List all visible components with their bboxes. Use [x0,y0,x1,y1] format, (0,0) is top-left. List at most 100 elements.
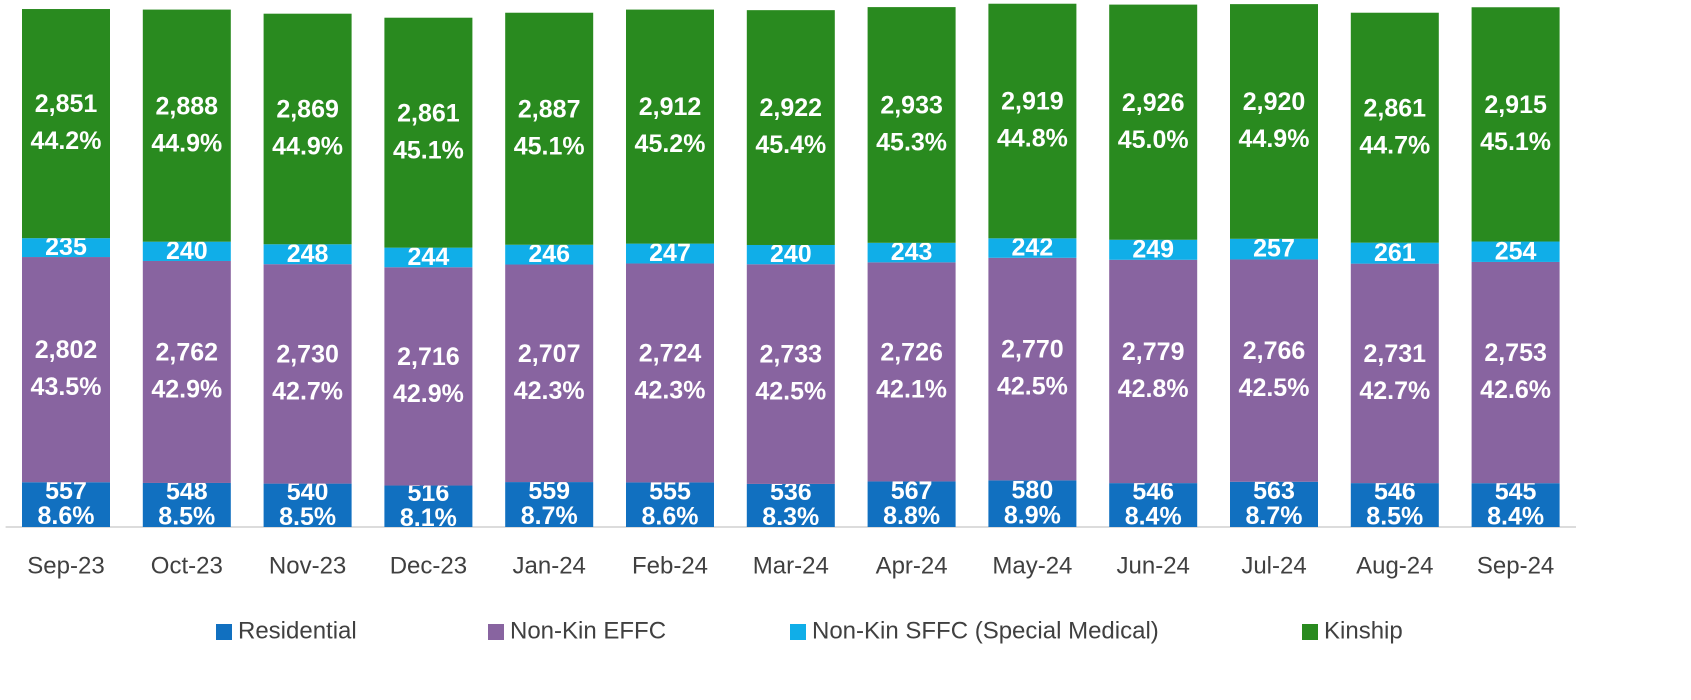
bar-segment [746,244,835,265]
bar-segment [988,3,1077,239]
legend-label: Residential [238,617,357,644]
share-label: 42.3% [635,377,706,405]
bar-segment [384,247,473,268]
value-label: 2,770 [1001,336,1064,364]
value-label: 2,726 [880,338,943,366]
share-label: 42.1% [876,375,947,403]
bar-segment [142,241,231,261]
bar-segment [22,9,110,239]
share-label: 8.7% [521,502,578,530]
value-label: 247 [649,239,691,267]
share-label: 44.8% [997,125,1068,153]
value-label: 2,888 [156,92,219,120]
x-tick-label: Mar-24 [753,552,829,579]
share-label: 45.0% [1118,126,1189,154]
value-label: 2,851 [35,90,98,118]
bar-segment [22,238,110,258]
share-label: 44.2% [31,127,102,155]
share-label: 42.8% [1118,375,1189,403]
bar-segment [142,260,231,483]
bar-segment [626,243,714,264]
share-label: 8.5% [1366,503,1423,531]
x-tick-label: Aug-24 [1356,552,1433,579]
bar-segment [746,10,835,245]
share-label: 8.5% [279,503,336,531]
value-label: 257 [1253,235,1295,263]
share-label: 45.4% [755,131,826,159]
bar-segment [505,244,594,265]
bar-segment [1471,7,1560,242]
value-label: 2,753 [1484,339,1547,367]
bar-segment [867,7,956,243]
x-tick-label: Oct-23 [151,552,223,579]
value-label: 2,731 [1364,340,1427,368]
legend-label: Non-Kin SFFC (Special Medical) [812,617,1159,644]
bar-segment [22,482,110,527]
bar-segment [384,485,473,527]
share-label: 8.6% [38,502,95,530]
share-label: 42.7% [1359,377,1430,405]
share-label: 8.7% [1246,502,1303,530]
bar-segment [746,483,835,527]
value-label: 2,887 [518,95,581,123]
bar-segment [505,482,594,527]
bar-segment [1471,483,1560,527]
share-label: 42.5% [1239,374,1310,402]
share-label: 43.5% [31,373,102,401]
bar-segment [1350,483,1439,527]
share-label: 44.9% [1239,125,1310,153]
x-tick-label: Nov-23 [269,552,346,579]
x-tick-label: Dec-23 [390,552,467,579]
bar-segment [1230,481,1318,527]
bar-segment [1230,238,1318,260]
bar-segment [1109,259,1198,484]
value-label: 249 [1132,235,1174,263]
bar-segment [626,9,714,244]
share-label: 42.6% [1480,376,1551,404]
bar-segment [142,482,231,527]
value-label: 2,716 [397,343,460,371]
share-label: 42.9% [151,376,222,404]
x-tick-label: May-24 [992,552,1072,579]
bar-segment [988,257,1077,481]
share-label: 45.1% [514,132,585,160]
share-label: 44.9% [151,129,222,157]
legend-swatch [488,624,504,640]
bar-segment [867,242,956,263]
bar-segment [1471,241,1560,262]
share-label: 45.1% [393,136,464,164]
value-label: 2,779 [1122,338,1185,366]
value-label: 243 [891,238,933,266]
bar-segment [505,264,594,483]
bar-segment [988,238,1077,258]
bar-segment [867,481,956,527]
bar-segment [505,12,594,245]
bar-segment [263,483,352,527]
share-label: 8.1% [400,504,457,532]
value-label: 242 [1012,234,1054,262]
share-label: 42.5% [755,378,826,406]
bar-segment [263,264,352,484]
value-label: 2,920 [1243,88,1306,116]
bar-segment [1109,4,1198,240]
x-tick-label: Feb-24 [632,552,708,579]
legend-swatch [790,624,806,640]
bar-segment [626,482,714,527]
bar-segment [1350,263,1439,484]
bar-segment [746,264,835,484]
value-label: 2,869 [276,96,339,124]
value-label: 2,861 [397,99,460,127]
bar-segment [1350,242,1439,264]
share-label: 8.5% [158,503,215,531]
share-label: 8.3% [762,503,819,531]
value-label: 248 [287,240,329,268]
bar-segment [1350,12,1439,243]
bar-segment [988,480,1077,527]
bar-segment [384,17,473,248]
legend-swatch [1302,624,1318,640]
value-label: 254 [1495,237,1537,265]
share-label: 44.9% [272,133,343,161]
share-label: 8.9% [1004,501,1061,529]
value-label: 2,730 [276,341,339,369]
share-label: 42.9% [393,380,464,408]
